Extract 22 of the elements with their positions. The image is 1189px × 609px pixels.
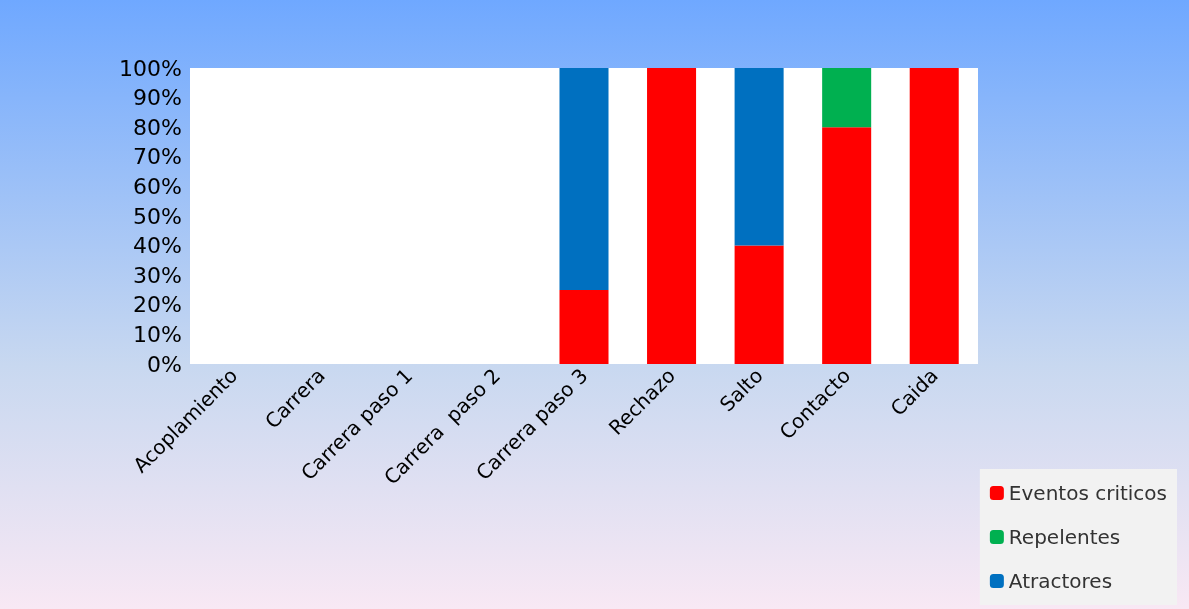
y-tick-label: 100% xyxy=(119,55,182,81)
y-tick-label: 0% xyxy=(147,351,182,377)
y-tick-label: 80% xyxy=(133,114,182,140)
bar xyxy=(647,68,697,364)
bar xyxy=(822,127,872,364)
y-tick-label: 70% xyxy=(133,144,182,170)
y-tick-label: 50% xyxy=(133,203,182,229)
legend-label: Atractores xyxy=(1008,569,1113,593)
y-tick-label: 20% xyxy=(133,292,182,318)
y-tick-label: 10% xyxy=(133,321,182,347)
y-tick-label: 40% xyxy=(133,233,182,259)
y-tick-label: 30% xyxy=(133,262,182,288)
legend-label: Eventos criticos xyxy=(1008,481,1168,505)
y-tick-label: 90% xyxy=(133,85,182,111)
bar xyxy=(734,68,784,246)
legend-label: Repelentes xyxy=(1008,525,1121,549)
bar xyxy=(559,290,609,364)
y-tick-label: 60% xyxy=(133,173,182,199)
bar xyxy=(559,68,609,290)
bar xyxy=(822,68,872,128)
bar xyxy=(909,68,959,364)
bar xyxy=(734,245,784,364)
